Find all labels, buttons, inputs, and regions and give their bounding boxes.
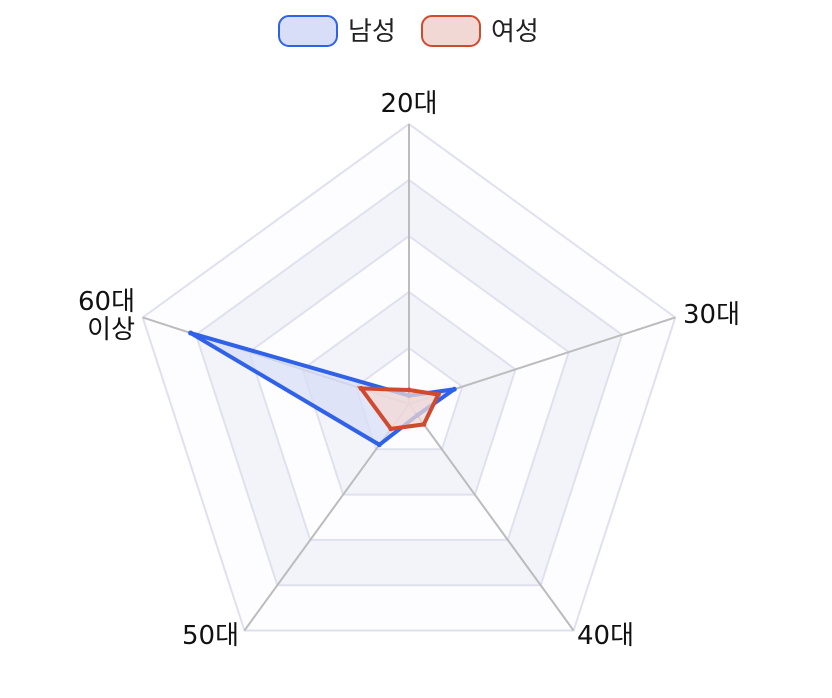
- series-0-point-3: [376, 442, 382, 448]
- series-1-point-3: [388, 426, 394, 432]
- grid-ring-1: [354, 346, 464, 451]
- axis-label-4-line-1: 이상: [87, 315, 135, 345]
- legend-label-male[interactable]: 남성: [348, 17, 396, 47]
- axis-label-3-line-0: 50대: [182, 621, 239, 651]
- grid-rings: [141, 122, 677, 632]
- axis-label-0: 20대: [380, 89, 437, 119]
- axis-label-0-line-0: 20대: [380, 89, 437, 119]
- axis-label-2-line-0: 40대: [577, 621, 634, 651]
- series-layer: [188, 330, 457, 448]
- axis-labels: 20대 30대 40대 50대 60대 이상: [78, 89, 740, 651]
- legend-label-female[interactable]: 여성: [491, 17, 539, 47]
- legend-swatch-female[interactable]: [421, 15, 481, 47]
- axis-label-3: 50대: [182, 621, 239, 651]
- series-1-point-0: [406, 387, 412, 393]
- grid-ring-3: [248, 234, 570, 541]
- axis-spoke-2: [408, 403, 575, 632]
- axis-label-1: 30대: [683, 300, 740, 330]
- series-area-1: [357, 386, 442, 432]
- series-0-point-1: [451, 386, 457, 392]
- axis-label-2: 40대: [577, 621, 634, 651]
- series-1-point-4: [358, 385, 364, 391]
- grid-ring-4: [194, 178, 624, 587]
- grid-ring-5: [141, 122, 677, 632]
- series-1-point-1: [435, 391, 441, 397]
- axis-label-4-line-0: 60대: [78, 287, 135, 317]
- axis-label-1-line-0: 30대: [683, 300, 740, 330]
- axis-label-4: 60대 이상: [78, 287, 135, 345]
- series-1-point-2: [421, 421, 427, 427]
- legend: 남성 여성: [278, 15, 539, 47]
- legend-swatch-male[interactable]: [278, 15, 338, 47]
- series-0-point-4: [188, 330, 194, 336]
- grid-ring-2: [301, 290, 517, 496]
